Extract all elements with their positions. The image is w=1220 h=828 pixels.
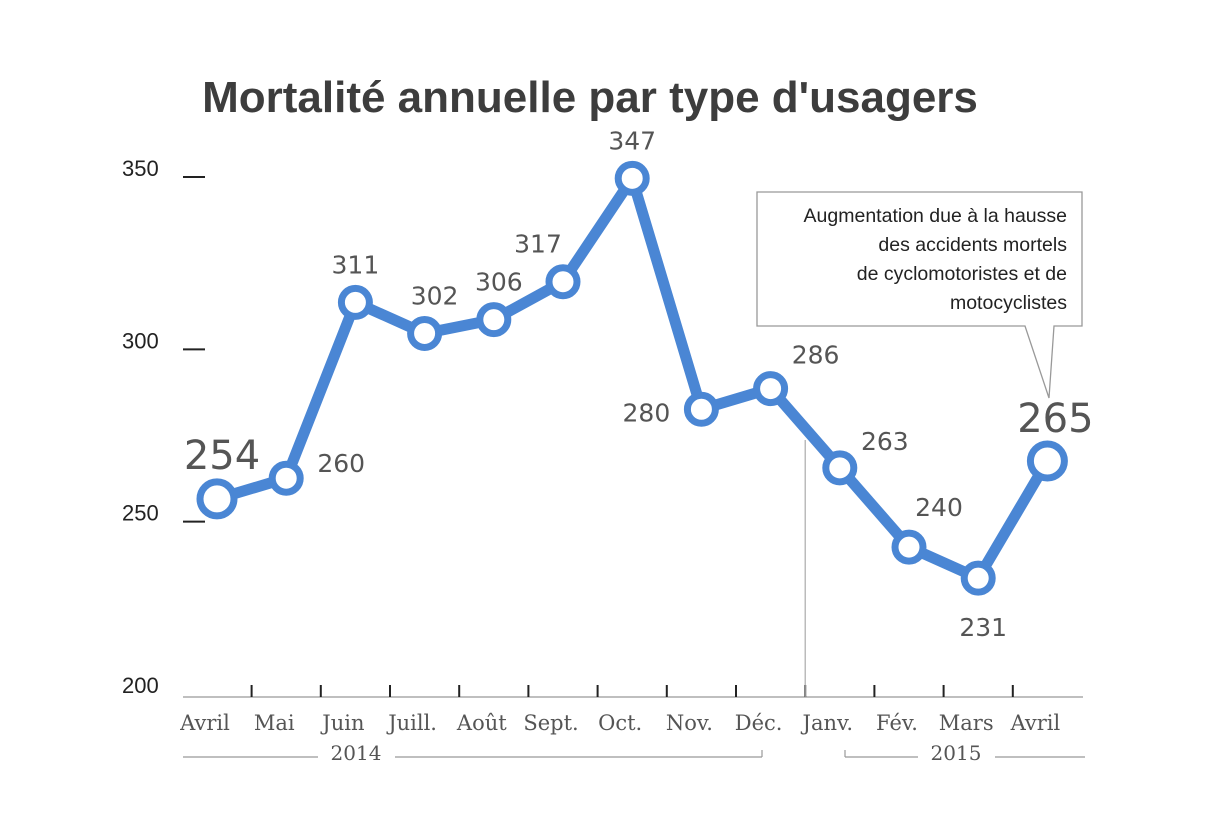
annotation-box [756,191,1083,399]
data-point [683,391,719,427]
y-tick-label: 300 [122,328,159,353]
annotation-line: motocyclistes [950,292,1067,314]
data-label: 286 [792,341,840,370]
y-tick-label: 200 [122,673,159,698]
x-tick-label: Nov. [666,711,713,735]
data-label: 231 [959,613,1007,642]
y-tick-label: 350 [122,156,159,181]
data-label: 240 [915,493,963,522]
x-tick-label: Juill. [386,711,437,735]
data-point [822,450,858,486]
x-axis: Avril Mai Juin Juill. Août Sept. Oct. Nov. Déc. J… [179,440,1085,765]
data-label: 306 [475,268,523,297]
data-point [614,160,650,196]
data-point [196,478,238,520]
data-point [268,460,304,496]
data-point [545,264,581,300]
data-points [196,160,1068,596]
data-label: 265 [1017,396,1093,442]
data-point [891,529,927,565]
data-label: 254 [184,433,260,479]
x-tick-label: Janv. [801,711,854,735]
data-point [753,371,789,407]
data-label: 260 [317,449,365,478]
annotation-line: de cyclomotoristes et de [857,263,1067,285]
data-label: 302 [411,281,459,310]
x-tick-label: Déc. [735,711,783,735]
data-label: 280 [623,398,671,427]
data-label: 311 [332,250,380,279]
data-label: 263 [861,427,909,456]
data-label: 347 [608,126,656,155]
annotation-callout: Augmentation due à la hausse des accident… [756,191,1083,399]
x-tick-label: Mai [254,711,295,735]
x-tick-label: Août [456,711,507,735]
annotation-line: des accidents mortels [878,234,1067,256]
x-tick-label: Mars [939,711,994,735]
year-label: 2014 [331,741,382,765]
y-tick-label: 250 [122,501,159,526]
data-labels: 254 260 311 302 306 317 347 280 286 263 240 231 265 [184,126,1094,642]
data-point [960,560,996,596]
x-tick-label: Oct. [598,711,642,735]
x-tick-label: Avril [1010,711,1061,735]
chart-title: Mortalité annuelle par type d'usagers [202,73,978,122]
x-tick-label: Fév. [876,711,918,735]
data-point [407,315,443,351]
data-point [1026,440,1068,482]
x-tick-label: Sept. [523,711,578,735]
x-tick-label: Juin [320,711,364,735]
x-tick-label: Avril [179,711,230,735]
annotation-line: Augmentation due à la hausse [804,205,1067,227]
year-label: 2015 [931,741,982,765]
data-point [476,302,512,338]
data-label: 317 [514,230,562,259]
y-axis: 200 250 300 350 [122,156,205,698]
data-point [337,284,373,320]
